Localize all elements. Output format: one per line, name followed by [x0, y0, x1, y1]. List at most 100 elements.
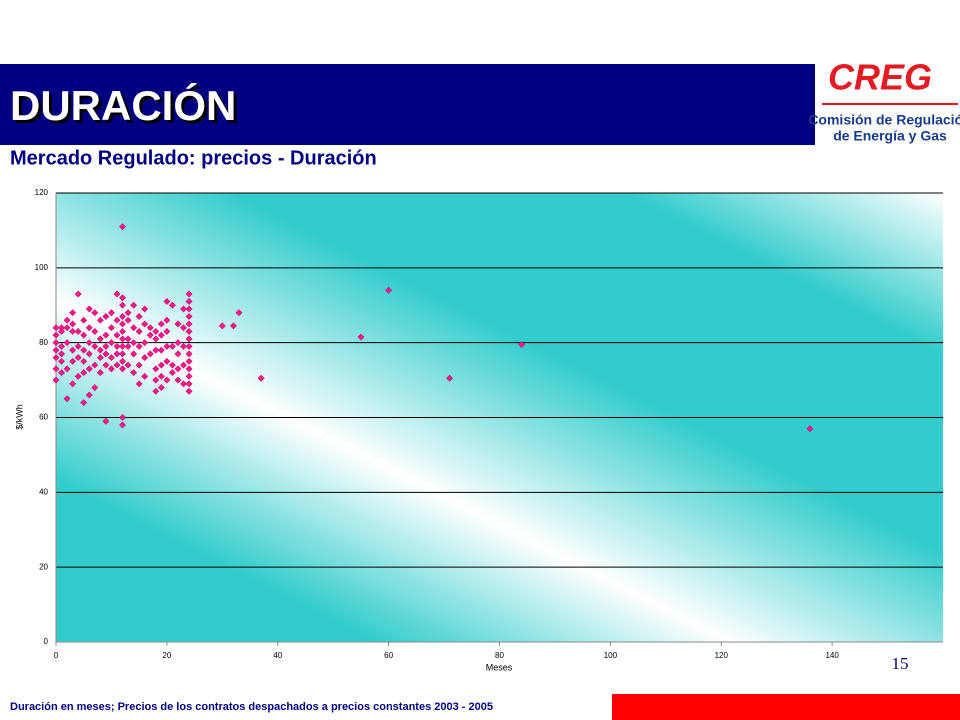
- footer-bar: [612, 694, 960, 720]
- scatter-point: [174, 339, 182, 347]
- scatter-point: [113, 350, 121, 358]
- scatter-point: [69, 309, 77, 317]
- scatter-point: [108, 365, 115, 373]
- scatter-point: [58, 350, 65, 358]
- scatter-point: [102, 361, 110, 369]
- scatter-point: [146, 324, 154, 332]
- scatter-point: [102, 417, 110, 425]
- scatter-point: [185, 328, 193, 335]
- scatter-point: [141, 339, 149, 347]
- scatter-point: [52, 339, 60, 347]
- scatter-point: [85, 339, 93, 347]
- scatter-point: [124, 309, 132, 317]
- scatter-point: [168, 361, 176, 369]
- scatter-point: [52, 376, 60, 384]
- scatter-point: [124, 361, 132, 369]
- scatter-point: [235, 309, 243, 317]
- scatter-point: [185, 350, 193, 358]
- scatter-point: [85, 365, 93, 373]
- scatter-point: [152, 328, 160, 335]
- scatter-point: [130, 339, 138, 347]
- scatter-point: [168, 369, 176, 377]
- scatter-point: [185, 365, 193, 373]
- scatter-point: [69, 320, 77, 328]
- y-tick-label: 60: [39, 413, 48, 422]
- scatter-point: [69, 328, 77, 335]
- scatter-point: [130, 301, 138, 309]
- scatter-point: [119, 301, 126, 309]
- scatter-point: [119, 294, 126, 302]
- scatter-point: [96, 335, 104, 343]
- scatter-point: [102, 350, 110, 358]
- y-axis-label: $/kWh: [14, 404, 24, 430]
- scatter-point: [229, 322, 237, 330]
- scatter-point: [157, 320, 165, 328]
- scatter-point: [806, 425, 814, 433]
- y-tick-label: 20: [39, 562, 48, 571]
- scatter-point: [52, 365, 60, 373]
- scatter-point: [85, 350, 93, 358]
- scatter-point: [119, 223, 126, 231]
- scatter-point: [185, 313, 193, 320]
- scatter-point: [135, 380, 143, 388]
- scatter-point: [63, 339, 71, 347]
- scatter-point: [180, 380, 187, 388]
- scatter-point: [74, 328, 82, 335]
- scatter-point: [141, 372, 149, 380]
- chart-title: Mercado Regulado: precios - Duración: [10, 147, 377, 169]
- scatter-point: [152, 376, 160, 384]
- scatter-point: [141, 354, 149, 362]
- scatter-point: [157, 346, 165, 354]
- scatter-point: [152, 346, 160, 354]
- scatter-point: [180, 342, 187, 350]
- scatter-point: [163, 376, 171, 384]
- scatter-point: [58, 328, 65, 335]
- scatter-point: [119, 365, 126, 373]
- scatter-point: [63, 365, 71, 373]
- scatter-point: [130, 369, 138, 377]
- scatter-point: [446, 374, 454, 382]
- scatter-point: [58, 324, 65, 332]
- scatter-point: [69, 357, 77, 365]
- scatter-point: [80, 369, 88, 377]
- scatter-point: [163, 316, 171, 324]
- scatter-point: [157, 361, 165, 369]
- y-tick-label: 100: [35, 263, 49, 272]
- page-number: 15: [892, 654, 909, 673]
- scatter-point: [80, 346, 88, 354]
- x-tick-label: 120: [715, 651, 729, 660]
- x-tick-label: 60: [384, 651, 393, 660]
- scatter-point: [58, 342, 65, 350]
- scatter-point: [113, 361, 121, 369]
- scatter-point: [185, 290, 193, 298]
- x-axis-label: Meses: [486, 662, 513, 672]
- scatter-point: [135, 361, 143, 369]
- scatter-point: [113, 316, 121, 324]
- scatter-point: [74, 354, 82, 362]
- scatter-point: [185, 380, 193, 388]
- y-tick-label: 120: [35, 188, 49, 197]
- scatter-point: [135, 342, 143, 350]
- scatter-point: [168, 342, 176, 350]
- y-tick-label: 40: [39, 487, 48, 496]
- slide-title: DURACIÓN: [10, 81, 236, 129]
- header-bar: [0, 64, 815, 145]
- scatter-point: [185, 320, 193, 328]
- scatter-point: [85, 391, 93, 399]
- scatter-point: [69, 346, 77, 354]
- scatter-point: [96, 354, 104, 362]
- scatter-point: [152, 387, 160, 395]
- scatter-point: [518, 341, 526, 348]
- scatter-point: [80, 357, 88, 365]
- scatter-point: [180, 324, 187, 332]
- scatter-point: [163, 342, 171, 350]
- scatter-point: [108, 309, 115, 317]
- x-tick-label: 100: [604, 651, 618, 660]
- scatter-point: [185, 335, 193, 343]
- scatter-point: [124, 316, 132, 324]
- y-tick-label: 0: [44, 637, 49, 646]
- scatter-point: [52, 354, 60, 362]
- scatter-point: [185, 357, 193, 365]
- scatter-point: [185, 387, 193, 395]
- scatter-point: [96, 346, 104, 354]
